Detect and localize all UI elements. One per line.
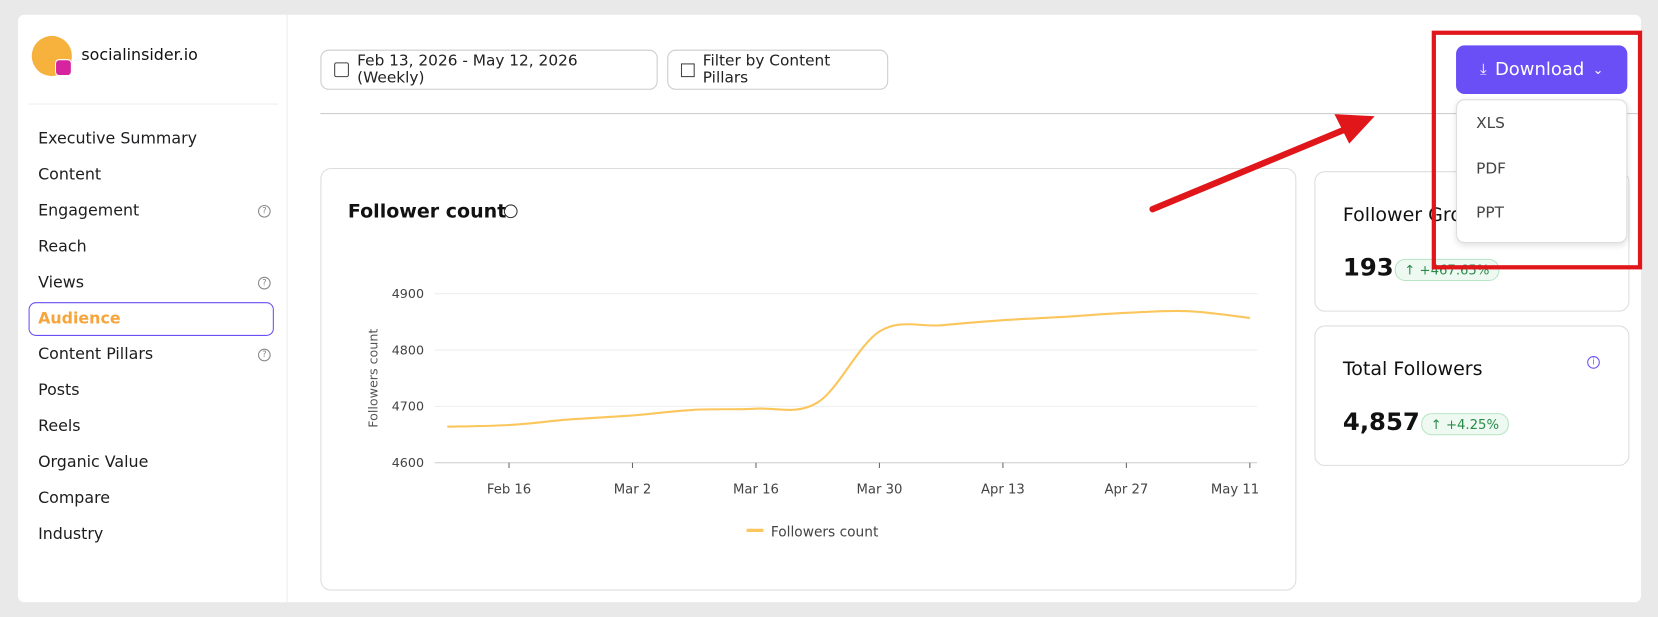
download-label: Download (1494, 59, 1585, 81)
nav-item[interactable]: Content Pillars (38, 344, 154, 364)
y-tick-label: 4800 (392, 342, 424, 357)
x-tick-label: Feb 16 (487, 482, 531, 497)
nav-item[interactable]: Reach (38, 236, 87, 256)
divider (28, 103, 279, 105)
y-tick-label: 4900 (392, 286, 424, 301)
nav-item[interactable]: Audience (38, 308, 121, 328)
calendar-icon (334, 62, 349, 78)
arrow-shaft (1149, 123, 1355, 213)
nav-item[interactable]: Views (38, 272, 84, 292)
filter-icon (680, 62, 695, 77)
filter-button[interactable]: Filter by Content Pillars (667, 49, 889, 90)
brand: socialinsider.io (81, 45, 198, 65)
change-badge: ↑ +4.25% (1421, 413, 1509, 436)
nav-item[interactable]: Compare (38, 488, 111, 508)
highlight-box (1431, 30, 1643, 270)
x-tick-label: Apr 27 (1104, 482, 1148, 497)
download-button[interactable]: ⤓ Download ⌄ (1456, 45, 1628, 95)
help-icon: ? (258, 276, 271, 290)
nav-item[interactable]: Reels (38, 416, 81, 436)
download-menu: XLS PDF PPT (1456, 99, 1628, 243)
card-value: 193 (1342, 254, 1394, 283)
stat-card: Total Followers 4,857 ↑ +4.25% i (1314, 325, 1630, 466)
menu-item[interactable]: XLS (1476, 115, 1505, 133)
chevron: ⌄ (1592, 62, 1604, 78)
date-range-button[interactable]: Feb 13, 2026 - May 12, 2026 (Weekly) (320, 49, 658, 90)
nav-item[interactable]: Organic Value (38, 452, 149, 472)
menu-item[interactable]: PPT (1476, 204, 1505, 222)
sidebar: socialinsider.io Executive Summary Conten… (18, 14, 288, 603)
nav-item[interactable]: Posts (38, 380, 80, 400)
x-tick-label: Mar 16 (733, 482, 779, 497)
avatar (31, 35, 72, 77)
instagram-icon (54, 59, 72, 77)
chart-card: Follower count Followers count 4600 4700 480… (320, 167, 1297, 591)
help-icon: ? (258, 348, 271, 362)
chart: Follower count Followers count 4600 4700 480… (348, 201, 1259, 541)
date-range: Feb 13, 2026 - May 12, 2026 (Weekly) (357, 52, 578, 87)
y-axis-label: Followers count (365, 329, 380, 428)
arrow-head (1334, 114, 1375, 144)
active-nav-box (28, 302, 274, 336)
nav-item[interactable]: Executive Summary (38, 128, 197, 148)
y-tick-label: 4700 (392, 399, 424, 414)
nav-item[interactable]: Content (38, 164, 102, 184)
divider (320, 113, 1642, 115)
chart-title: Follower count (348, 201, 506, 223)
nav-item[interactable]: Engagement (38, 200, 140, 220)
download-icon: ⤓ (1479, 61, 1487, 79)
app: socialinsider.io Executive Summary Conten… (17, 14, 1642, 603)
info-icon (503, 204, 518, 219)
y-tick-label: 4600 (392, 455, 424, 470)
filter-label: Filter by Content Pillars (702, 52, 831, 87)
x-tick-label: Mar 2 (614, 482, 652, 497)
help-icon: ? (258, 204, 271, 218)
info-icon: i (1587, 356, 1600, 369)
x-tick-label: Apr 13 (981, 482, 1025, 497)
change-value: +4.25% (1445, 416, 1500, 433)
nav-item[interactable]: Industry (38, 524, 104, 544)
card-value: 4,857 (1342, 408, 1420, 437)
x-tick-label: Mar 30 (856, 482, 902, 497)
legend-label: Followers count (771, 525, 879, 541)
x-tick-label: May 11 (1211, 482, 1259, 497)
card-title: Total Followers (1342, 358, 1483, 381)
menu-item[interactable]: PDF (1476, 160, 1507, 177)
series-line (447, 309, 1250, 428)
